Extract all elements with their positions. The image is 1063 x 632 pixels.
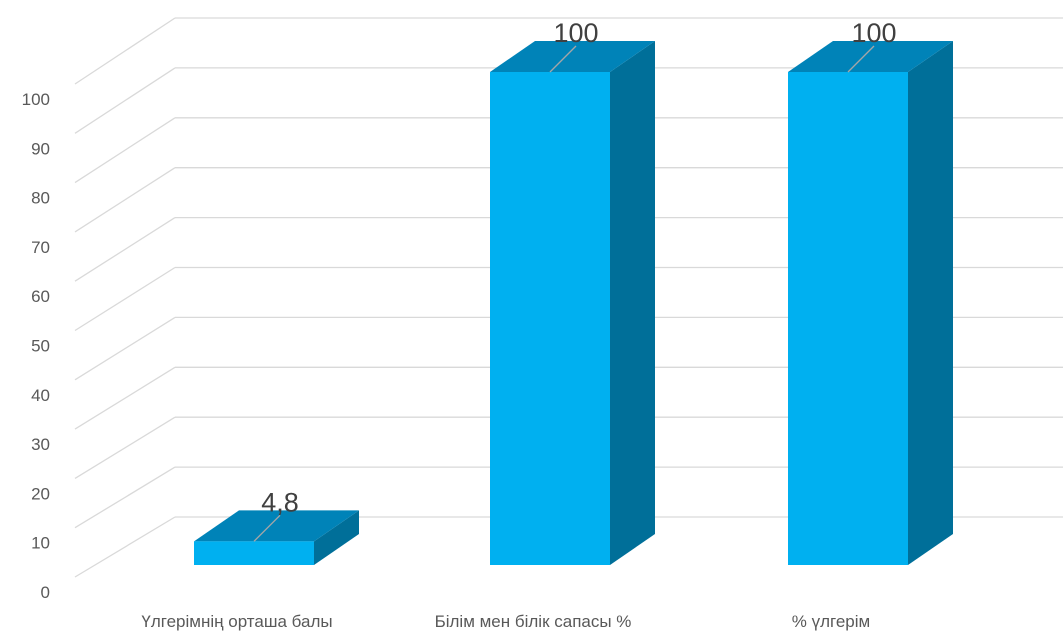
bar-side: [908, 41, 953, 565]
bar-front: [788, 72, 908, 565]
gridline-diagonal: [74, 516, 176, 578]
y-tick-label: 50: [31, 337, 50, 356]
gridline-diagonal: [74, 316, 176, 381]
bar-top: [194, 510, 359, 542]
bar-front: [194, 541, 314, 565]
data-label: 100: [851, 18, 896, 48]
y-tick-label: 40: [31, 386, 50, 405]
y-tick-label: 60: [31, 287, 50, 306]
bar: [490, 41, 655, 565]
leader-line: [847, 45, 875, 73]
y-tick-label: 100: [22, 90, 50, 109]
bar-top: [490, 41, 655, 72]
category-label: Үлгерімнің орташа балы: [141, 612, 332, 631]
y-tick-label: 80: [31, 189, 50, 208]
y-tick-label: 10: [31, 534, 50, 553]
gridline-diagonal: [74, 17, 176, 85]
bar-side: [314, 510, 359, 565]
y-tick-label: 90: [31, 139, 50, 158]
category-label: Білім мен білік сапасы %: [435, 612, 632, 631]
bar-side: [610, 41, 655, 565]
data-label: 4,8: [261, 487, 299, 517]
bar-front: [490, 72, 610, 565]
y-tick-label: 20: [31, 484, 50, 503]
data-label: 100: [553, 18, 598, 48]
category-label: % үлгерім: [792, 612, 870, 631]
bar-top: [788, 41, 953, 72]
y-tick-label: 30: [31, 435, 50, 454]
gridline-diagonal: [74, 67, 176, 134]
x-axis-categories: Үлгерімнің орташа балы Білім мен білік са…: [141, 612, 870, 631]
data-labels: 4,8 100 100: [253, 18, 897, 542]
leader-line: [253, 514, 281, 542]
bar: [194, 510, 359, 565]
y-tick-label: 0: [41, 583, 50, 602]
leader-line: [549, 45, 577, 73]
y-tick-label: 70: [31, 238, 50, 257]
bars: [194, 41, 953, 565]
gridline-diagonal: [74, 266, 176, 332]
gridline-diagonal: [74, 466, 176, 529]
y-axis-ticks: 0 10 20 30 40 50 60 70 80 90 100: [22, 90, 50, 602]
gridline-diagonal: [74, 117, 176, 184]
gridline-diagonal: [74, 366, 176, 430]
gridline-diagonal: [74, 217, 176, 282]
gridline-diagonal: [74, 416, 176, 479]
gridline-diagonal: [74, 167, 176, 233]
bar: [788, 41, 953, 565]
